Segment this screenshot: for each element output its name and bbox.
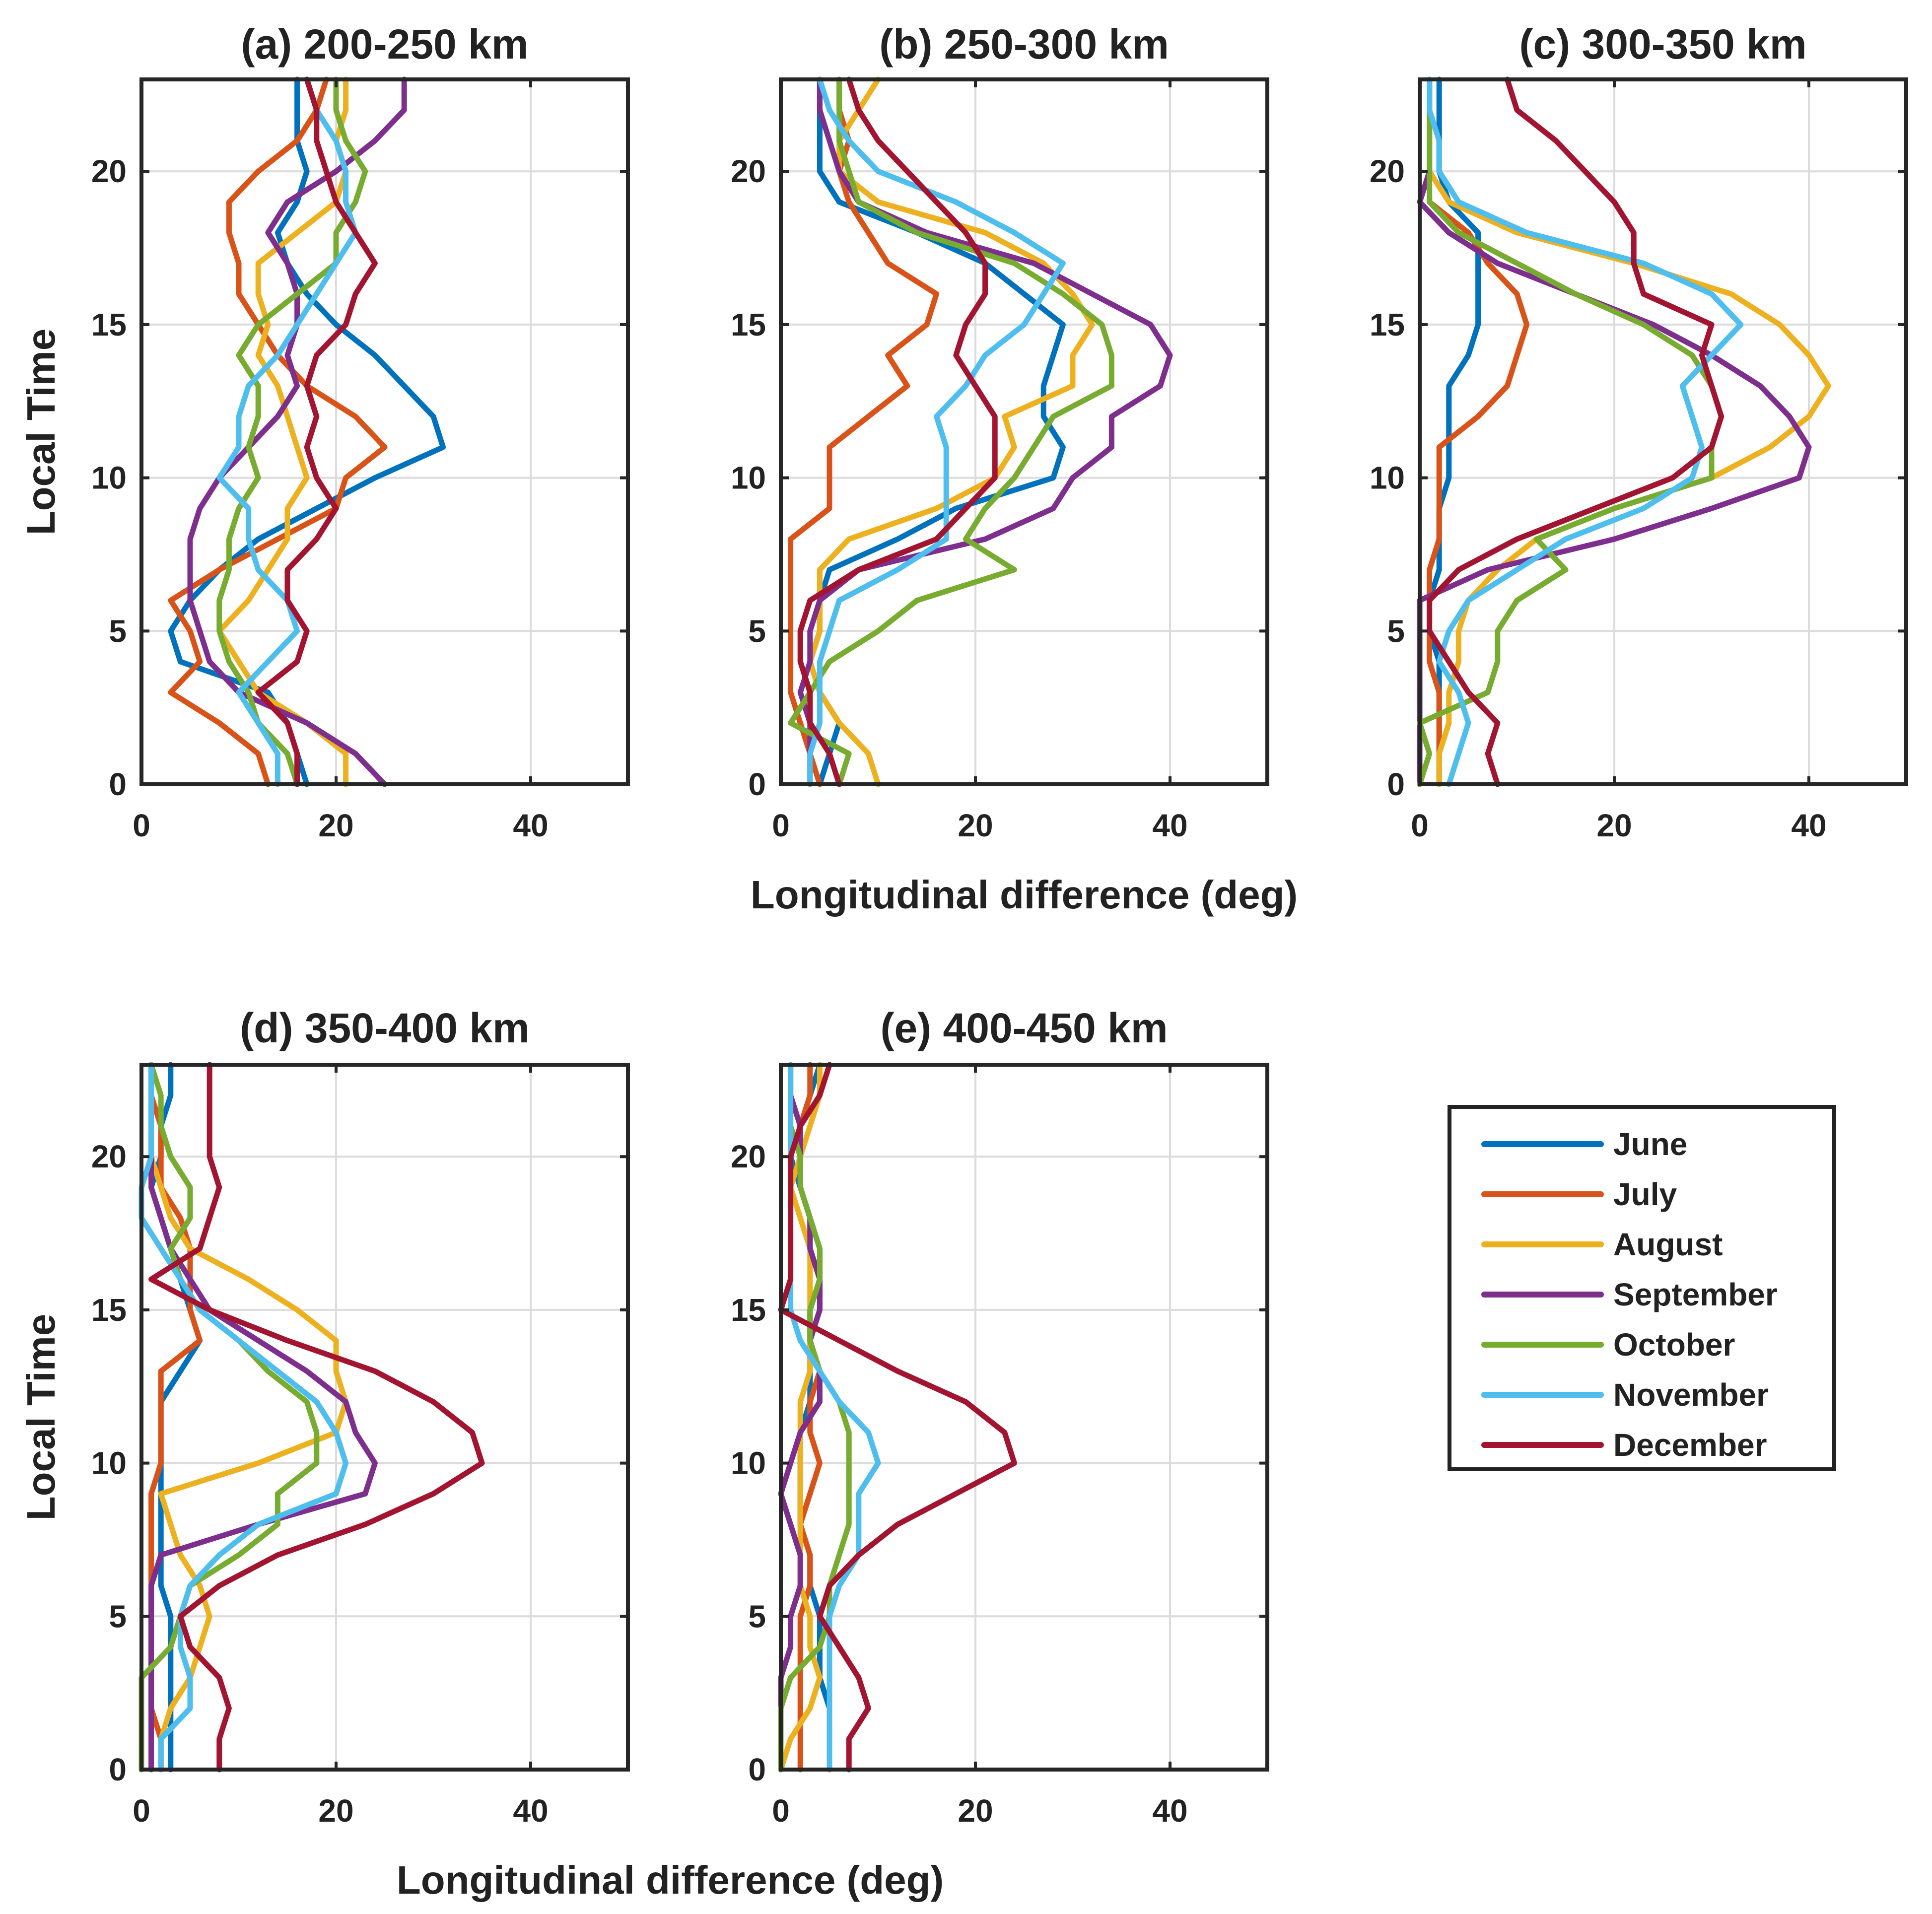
panel-c-series-august — [1427, 76, 1831, 787]
panel-a-series-september — [187, 76, 407, 787]
panel-d: (d) 350-400 km 0 20 40 0 5 10 15 20 — [91, 1005, 630, 1829]
panel-a-ytick-label-0: 0 — [109, 766, 127, 802]
legend-label-november: November — [1613, 1377, 1769, 1413]
panel-a-axes-box — [139, 77, 630, 786]
panel-b-xtick-label-1: 20 — [958, 808, 993, 843]
panel-d-xtick-label-0: 0 — [133, 1793, 150, 1829]
panel-b-plot-area — [781, 79, 1267, 784]
panel-b-series-december — [797, 76, 998, 787]
panel-a-ytick-label-4: 20 — [91, 153, 127, 189]
panel-d-series-december — [148, 1062, 485, 1773]
panel-c-ytick-label-4: 20 — [1370, 153, 1405, 189]
panel-b-series-october — [788, 76, 1114, 787]
panel-a-series-december — [255, 76, 378, 787]
panel-d-ytick-label-0: 0 — [109, 1752, 127, 1787]
panel-a-xtick-label-2: 40 — [513, 808, 548, 843]
panel-a-series-august — [216, 76, 349, 787]
panel-a-ytick-label-1: 5 — [109, 613, 127, 649]
panel-b-xtick-label-0: 0 — [772, 808, 790, 843]
panel-a-plot-area — [141, 79, 628, 784]
panel-e-ytick-label-1: 5 — [748, 1598, 766, 1634]
panel-e-series-october — [778, 1062, 852, 1773]
panel-a-series-july — [168, 76, 388, 787]
panel-e-xtick-label-1: 20 — [958, 1793, 993, 1829]
panel-c: (c) 300-350 km 0 20 40 0 5 10 15 20 — [1370, 21, 1908, 843]
xlabel-top: Longitudinal difference (deg) — [751, 873, 1298, 917]
panel-b-title: (b) 250-300 km — [879, 21, 1169, 68]
panel-c-xtick-label-2: 40 — [1791, 808, 1826, 843]
panel-b-ytick-label-0: 0 — [748, 766, 766, 802]
panel-e-series-december — [778, 1062, 1017, 1773]
panel-d-ytick-label-1: 5 — [109, 1598, 127, 1634]
panel-d-ytick-label-4: 20 — [91, 1139, 127, 1174]
legend-label-july: July — [1613, 1176, 1677, 1212]
legend-label-october: October — [1613, 1327, 1735, 1363]
panel-d-plot-area — [141, 1065, 628, 1770]
panel-a: (a) 200-250 km 0 20 40 0 5 10 15 20 — [91, 21, 630, 843]
panel-e-ytick-label-3: 15 — [731, 1292, 766, 1328]
panel-e-ytick-label-0: 0 — [748, 1752, 766, 1787]
panel-e-plot-area — [781, 1065, 1267, 1770]
panel-a-ytick-label-3: 15 — [91, 307, 127, 342]
panel-c-axes-box — [1418, 77, 1908, 786]
legend-box — [1448, 1105, 1836, 1471]
panel-e-axes-box — [779, 1063, 1269, 1772]
panel-e-title: (e) 400-450 km — [880, 1005, 1168, 1051]
panel-e-xtick-label-0: 0 — [772, 1793, 790, 1829]
legend-label-june: June — [1613, 1126, 1687, 1162]
xlabel-bottom: Longitudinal difference (deg) — [397, 1858, 944, 1902]
panel-d-series-october — [138, 1062, 320, 1773]
panel-d-ytick-label-3: 15 — [91, 1292, 127, 1328]
panel-d-axes-box — [139, 1063, 630, 1772]
panel-e-xtick-label-2: 40 — [1152, 1793, 1187, 1829]
legend-label-august: August — [1613, 1227, 1723, 1262]
panel-c-ytick-label-3: 15 — [1370, 307, 1405, 342]
panel-c-ytick-label-1: 5 — [1387, 613, 1405, 649]
panel-a-ytick-label-2: 10 — [91, 460, 127, 496]
panel-c-series-november — [1427, 76, 1744, 787]
panel-c-series-december — [1427, 76, 1725, 787]
panel-a-series-october — [216, 76, 368, 787]
panel-b: (b) 250-300 km 0 20 40 0 5 10 15 20 — [731, 21, 1269, 843]
legend-label-september: September — [1613, 1277, 1778, 1312]
legend: June July August September October November De… — [1448, 1105, 1836, 1471]
panel-b-ytick-label-3: 15 — [731, 307, 766, 342]
panel-c-ytick-label-0: 0 — [1387, 766, 1405, 802]
panel-e-ytick-label-2: 10 — [731, 1445, 766, 1481]
panel-b-series-november — [807, 76, 1066, 787]
panel-a-series-november — [216, 76, 358, 787]
panel-e: (e) 400-450 km 0 20 40 0 5 10 15 20 — [731, 1005, 1269, 1829]
panel-d-xtick-label-1: 20 — [318, 1793, 353, 1829]
ylabel-bottom: Local Time — [19, 1314, 63, 1520]
panel-d-series-september — [148, 1062, 378, 1773]
ylabel-top: Local Time — [19, 329, 63, 535]
panel-c-xtick-label-0: 0 — [1411, 808, 1429, 843]
panel-b-axes-box — [779, 77, 1269, 786]
panel-b-ytick-label-4: 20 — [731, 153, 766, 189]
panel-d-xtick-label-2: 40 — [513, 1793, 548, 1829]
panel-a-title: (a) 200-250 km — [241, 21, 528, 68]
panel-b-ytick-label-2: 10 — [731, 460, 766, 496]
panel-c-ytick-label-2: 10 — [1370, 460, 1405, 496]
panel-b-xtick-label-2: 40 — [1152, 808, 1187, 843]
panel-c-xtick-label-1: 20 — [1596, 808, 1632, 843]
legend-label-december: December — [1613, 1427, 1767, 1463]
panel-b-series-july — [788, 76, 940, 787]
panel-d-title: (d) 350-400 km — [240, 1005, 530, 1051]
panel-c-plot-area — [1420, 79, 1906, 784]
panel-e-ytick-label-4: 20 — [731, 1139, 766, 1174]
panel-c-title: (c) 300-350 km — [1519, 21, 1806, 68]
panel-a-xtick-label-0: 0 — [133, 808, 150, 843]
panel-b-series-august — [807, 76, 1095, 787]
panel-a-xtick-label-1: 20 — [318, 808, 353, 843]
panel-d-ytick-label-2: 10 — [91, 1445, 127, 1481]
panel-b-ytick-label-1: 5 — [748, 613, 766, 649]
